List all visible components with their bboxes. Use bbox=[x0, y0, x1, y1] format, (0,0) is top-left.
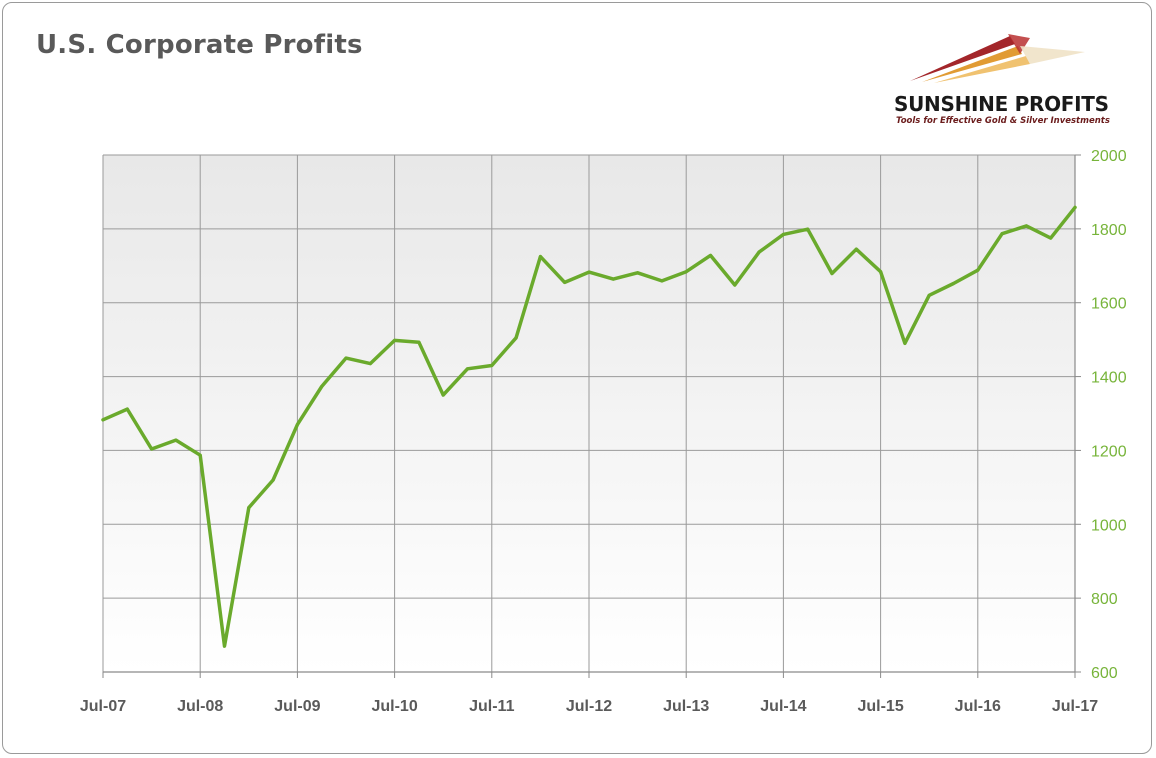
data-point bbox=[466, 367, 469, 371]
data-point bbox=[101, 418, 105, 422]
data-point bbox=[757, 250, 761, 254]
data-point bbox=[903, 341, 907, 345]
data-point bbox=[806, 227, 810, 231]
data-point bbox=[150, 447, 154, 451]
y-tick-label: 600 bbox=[1091, 665, 1118, 682]
axes bbox=[102, 154, 1081, 678]
data-point bbox=[514, 336, 518, 340]
data-point bbox=[976, 268, 980, 272]
logo-rays-icon bbox=[910, 34, 1085, 83]
data-point bbox=[223, 644, 226, 648]
y-tick-label: 2000 bbox=[1091, 148, 1127, 165]
data-point bbox=[684, 270, 688, 274]
data-point bbox=[198, 453, 202, 457]
logo-name: SUNSHINE PROFITS bbox=[894, 92, 1109, 116]
data-point bbox=[611, 277, 615, 281]
logo-tagline: Tools for Effective Gold & Silver Invest… bbox=[896, 116, 1110, 126]
y-tick-label: 1600 bbox=[1091, 296, 1127, 313]
data-point bbox=[563, 280, 567, 284]
x-tick-label: Jul-11 bbox=[469, 698, 514, 715]
x-tick-label: Jul-09 bbox=[274, 698, 320, 715]
data-point bbox=[660, 279, 664, 283]
x-tick-label: Jul-10 bbox=[371, 698, 417, 715]
x-tick-label: Jul-16 bbox=[955, 698, 1001, 715]
data-point bbox=[709, 253, 712, 257]
data-point bbox=[490, 363, 494, 367]
x-tick-label: Jul-07 bbox=[80, 698, 126, 715]
y-tick-labels: 600 800 1000 1200 1400 1600 1800 2000 bbox=[1091, 148, 1127, 682]
data-point bbox=[1024, 224, 1028, 228]
x-tick-label: Jul-08 bbox=[177, 698, 223, 715]
data-point bbox=[393, 338, 397, 342]
data-point bbox=[952, 282, 955, 286]
x-tick-label: Jul-15 bbox=[857, 698, 903, 715]
data-point bbox=[927, 293, 931, 297]
data-point bbox=[247, 506, 251, 510]
data-point bbox=[271, 478, 275, 482]
y-tick-label: 1200 bbox=[1091, 443, 1127, 460]
x-tick-labels: Jul-07 Jul-08 Jul-09 Jul-10 Jul-11 Jul-12 Jul-… bbox=[80, 698, 1098, 715]
series-layer bbox=[101, 205, 1077, 648]
data-point bbox=[538, 255, 542, 259]
y-tick-label: 1000 bbox=[1091, 517, 1127, 534]
data-point bbox=[1049, 236, 1053, 240]
data-point bbox=[1073, 205, 1077, 209]
y-tick-label: 1800 bbox=[1091, 222, 1127, 239]
data-point bbox=[733, 283, 737, 287]
data-point bbox=[781, 232, 785, 236]
x-tick-label: Jul-14 bbox=[760, 698, 806, 715]
data-point bbox=[320, 385, 324, 389]
x-tick-label: Jul-12 bbox=[566, 698, 612, 715]
data-point bbox=[125, 407, 129, 411]
data-point bbox=[417, 340, 421, 344]
data-point bbox=[295, 423, 299, 427]
chart-title: U.S. Corporate Profits bbox=[36, 30, 363, 60]
data-point bbox=[854, 247, 858, 251]
data-point bbox=[368, 362, 372, 366]
data-point bbox=[174, 438, 178, 442]
x-tick-label: Jul-17 bbox=[1052, 698, 1098, 715]
y-tick-label: 1400 bbox=[1091, 370, 1127, 387]
data-point bbox=[636, 271, 640, 275]
data-point bbox=[830, 272, 834, 276]
x-tick-label: Jul-13 bbox=[663, 698, 709, 715]
data-point bbox=[344, 356, 348, 360]
data-point bbox=[587, 270, 591, 274]
data-point bbox=[441, 393, 445, 397]
data-point bbox=[1000, 232, 1004, 236]
y-tick-label: 800 bbox=[1091, 591, 1118, 608]
sunshine-profits-logo: SUNSHINE PROFITS Tools for Effective Gol… bbox=[880, 24, 1120, 134]
data-point bbox=[879, 270, 883, 274]
